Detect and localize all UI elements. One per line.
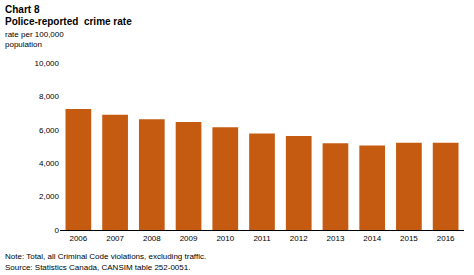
svg-text:2006: 2006 <box>69 234 87 243</box>
svg-text:Police-reported crime rate: Police-reported crime rate <box>5 16 132 27</box>
svg-text:6,000: 6,000 <box>39 126 60 135</box>
svg-text:2015: 2015 <box>400 234 418 243</box>
svg-text:4,000: 4,000 <box>39 159 60 168</box>
svg-text:2009: 2009 <box>180 234 198 243</box>
svg-text:2007: 2007 <box>106 234 124 243</box>
svg-text:rate per 100,000population: rate per 100,000population <box>5 30 64 49</box>
svg-text:2011: 2011 <box>253 234 271 243</box>
svg-text:Note: Total, all Criminal Code: Note: Total, all Criminal Code violation… <box>5 252 206 261</box>
svg-text:0: 0 <box>55 226 60 235</box>
svg-text:2014: 2014 <box>363 234 381 243</box>
svg-text:Chart 8: Chart 8 <box>5 4 40 15</box>
svg-text:8,000: 8,000 <box>39 92 60 101</box>
svg-text:2013: 2013 <box>327 234 345 243</box>
svg-text:10,000: 10,000 <box>35 59 60 68</box>
svg-text:2008: 2008 <box>143 234 161 243</box>
svg-text:2016: 2016 <box>437 234 455 243</box>
svg-text:2,000: 2,000 <box>39 192 60 201</box>
svg-text:2010: 2010 <box>216 234 234 243</box>
svg-text:Source: Statistics Canada, CAN: Source: Statistics Canada, CANSIM table … <box>5 263 190 272</box>
svg-text:2012: 2012 <box>290 234 308 243</box>
